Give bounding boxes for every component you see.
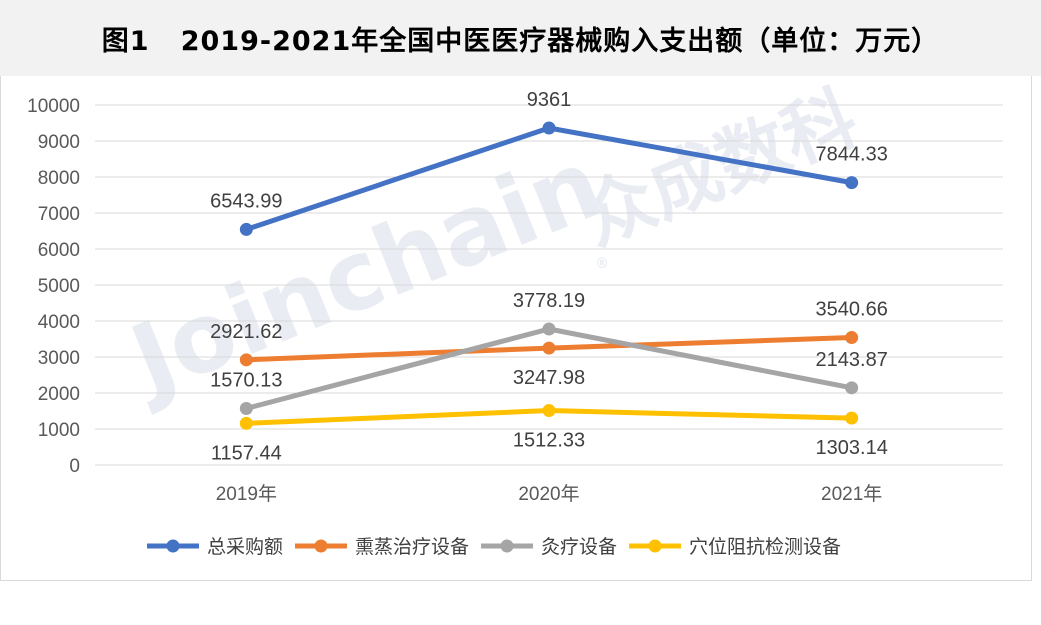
data-label: 2143.87 bbox=[816, 349, 888, 371]
watermark-cn: 众成数科 bbox=[570, 75, 869, 261]
y-tick-label: 4000 bbox=[38, 312, 80, 333]
data-label: 9361 bbox=[527, 89, 572, 111]
data-label: 3247.98 bbox=[513, 367, 585, 389]
data-label: 1570.13 bbox=[210, 369, 282, 391]
legend-item-3: 穴位阻抗检测设备 bbox=[629, 536, 841, 558]
x-tick-label: 2021年 bbox=[821, 483, 882, 505]
legend-label: 熏蒸治疗设备 bbox=[355, 536, 469, 558]
title-bar: 图1 2019-2021年全国中医医疗器械购入支出额（单位：万元） bbox=[0, 0, 1041, 76]
legend-item-0: 总采购额 bbox=[147, 536, 283, 558]
data-point bbox=[239, 416, 253, 430]
chart-frame bbox=[0, 76, 1032, 581]
data-label: 7844.33 bbox=[816, 144, 888, 166]
data-point bbox=[239, 353, 253, 367]
data-point bbox=[542, 322, 556, 336]
y-tick-label: 1000 bbox=[38, 420, 80, 441]
y-tick-label: 0 bbox=[69, 456, 80, 477]
legend-marker bbox=[648, 539, 662, 553]
y-tick-label: 9000 bbox=[38, 132, 80, 153]
y-tick-label: 3000 bbox=[38, 348, 80, 369]
data-point bbox=[845, 411, 859, 425]
data-label: 3778.19 bbox=[513, 290, 585, 312]
y-tick-label: 8000 bbox=[38, 168, 80, 189]
data-label: 2921.62 bbox=[210, 321, 282, 343]
data-label: 1512.33 bbox=[513, 430, 585, 452]
data-label: 1303.14 bbox=[816, 437, 888, 459]
data-point bbox=[845, 381, 859, 395]
legend-label: 总采购额 bbox=[207, 536, 283, 558]
data-point bbox=[542, 121, 556, 135]
y-tick-label: 10000 bbox=[27, 96, 80, 117]
x-tick-label: 2020年 bbox=[518, 483, 579, 505]
x-tick-label: 2019年 bbox=[216, 483, 277, 505]
y-tick-label: 5000 bbox=[38, 276, 80, 297]
legend-marker bbox=[314, 539, 328, 553]
legend-item-1: 熏蒸治疗设备 bbox=[295, 536, 469, 558]
data-point bbox=[845, 176, 859, 190]
y-tick-label: 6000 bbox=[38, 240, 80, 261]
y-tick-label: 7000 bbox=[38, 204, 80, 225]
data-label: 3540.66 bbox=[816, 299, 888, 321]
y-tick-label: 2000 bbox=[38, 384, 80, 405]
data-point bbox=[542, 404, 556, 418]
data-label: 6543.99 bbox=[210, 190, 282, 212]
data-point bbox=[239, 222, 253, 236]
legend-label: 穴位阻抗检测设备 bbox=[689, 536, 841, 558]
legend-label: 灸疗设备 bbox=[541, 536, 617, 558]
data-point bbox=[239, 401, 253, 415]
data-point bbox=[542, 341, 556, 355]
legend-item-2: 灸疗设备 bbox=[481, 536, 617, 558]
data-point bbox=[845, 331, 859, 345]
series-points bbox=[239, 121, 859, 430]
data-labels: 6543.99 9361 7844.33 2921.62 3247.98 3540.66 1… bbox=[210, 89, 888, 464]
legend-marker bbox=[166, 539, 180, 553]
chart-title: 图1 2019-2021年全国中医医疗器械购入支出额（单位：万元） bbox=[101, 25, 940, 57]
data-label: 1157.44 bbox=[211, 442, 282, 464]
legend-marker bbox=[500, 539, 514, 553]
watermark-registered-mark: ® bbox=[595, 256, 609, 272]
y-axis-ticks: 0 1000 2000 3000 4000 5000 6000 7000 8000 9000 100… bbox=[27, 96, 80, 477]
legend: 总采购额 熏蒸治疗设备 灸疗设备 穴位阻抗检测设备 bbox=[147, 536, 841, 558]
x-axis-ticks: 2019年 2020年 2021年 bbox=[216, 483, 883, 505]
